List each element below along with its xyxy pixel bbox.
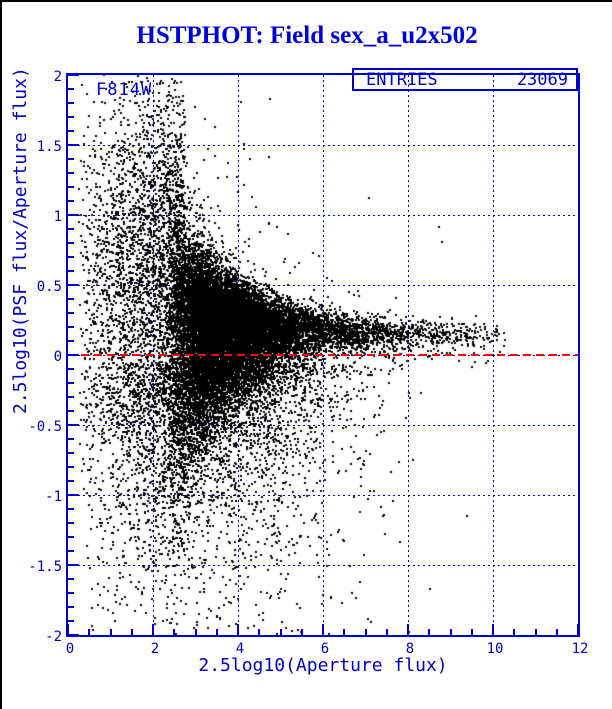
- y-minor-tick-0.9: [68, 228, 74, 230]
- y-minor-tick--1.8: [68, 606, 74, 608]
- y-minor-tick-1.9: [68, 88, 74, 90]
- y-minor-tick--1.9: [68, 620, 74, 622]
- y-tick-label--1: -1: [45, 489, 62, 505]
- y-tick-label-0: 0: [53, 349, 62, 365]
- y-tick-label--1.5: -1.5: [28, 559, 62, 575]
- x-minor-tick-5: [279, 629, 282, 635]
- x-minor-tick-3: [194, 629, 197, 635]
- y-minor-tick--0.3: [68, 396, 74, 398]
- x-tick-label-6: 6: [320, 641, 330, 657]
- y-tick-label--0.5: -0.5: [28, 419, 62, 435]
- y-minor-tick--1.1: [68, 508, 74, 510]
- x-minor-tick-5.5: [300, 629, 303, 635]
- zero-reference-line: [68, 354, 578, 356]
- y-minor-tick-1.1: [68, 200, 74, 202]
- y-minor-tick-0.3: [68, 312, 74, 314]
- x-minor-tick-9: [449, 629, 452, 635]
- entries-value: 23069: [516, 69, 568, 90]
- y-minor-tick--0.1: [68, 368, 74, 370]
- x-tick-label-8: 8: [405, 641, 415, 657]
- x-minor-tick-11: [534, 629, 537, 635]
- y-tick-label-1: 1: [53, 209, 62, 225]
- x-major-tick-2: [152, 624, 154, 635]
- y-minor-tick--0.8: [68, 466, 74, 468]
- y-minor-tick-0.4: [68, 298, 74, 300]
- entries-label: ENTRIES: [366, 69, 438, 90]
- x-major-tick-8: [407, 624, 409, 635]
- x-tick-label-4: 4: [235, 641, 245, 657]
- x-major-tick-0: [67, 624, 69, 635]
- y-minor-tick-0.7: [68, 256, 74, 258]
- y-minor-tick-0.1: [68, 340, 74, 342]
- x-axis-label: 2.5log10(Aperture flux): [198, 655, 448, 676]
- y-major-tick--2: [68, 634, 79, 636]
- y-minor-tick--0.2: [68, 382, 74, 384]
- y-tick-label-1.5: 1.5: [36, 139, 62, 155]
- y-minor-tick--0.4: [68, 410, 74, 412]
- y-minor-tick--0.6: [68, 438, 74, 440]
- y-minor-tick--1.2: [68, 522, 74, 524]
- y-major-tick--0.5: [68, 424, 79, 426]
- x-minor-tick-0.5: [88, 629, 91, 635]
- y-minor-tick-0.2: [68, 326, 74, 328]
- plot-area: F814W ENTRIES 23069: [66, 68, 580, 637]
- x-minor-tick-11.5: [555, 629, 558, 635]
- x-minor-tick-3.5: [215, 629, 218, 635]
- page-title: HSTPHOT: Field sex_a_u2x502: [136, 22, 478, 49]
- x-minor-tick-6.5: [343, 629, 346, 635]
- x-minor-tick-1.5: [130, 629, 133, 635]
- y-major-tick-2: [68, 74, 79, 76]
- x-tick-label-10: 10: [486, 641, 504, 657]
- y-major-tick-0: [68, 354, 79, 356]
- entries-stat-box: ENTRIES 23069: [352, 68, 578, 91]
- y-minor-tick--1.6: [68, 578, 74, 580]
- y-minor-tick--0.9: [68, 480, 74, 482]
- x-minor-tick-2.5: [173, 629, 176, 635]
- x-minor-tick-4.5: [258, 629, 261, 635]
- y-tick-label-2: 2: [53, 69, 62, 85]
- x-minor-tick-8.5: [428, 629, 431, 635]
- x-minor-tick-7: [364, 629, 367, 635]
- x-major-tick-12: [577, 624, 579, 635]
- y-minor-tick-0.6: [68, 270, 74, 272]
- x-major-tick-4: [237, 624, 239, 635]
- y-major-tick-1.5: [68, 144, 79, 146]
- y-minor-tick-1.7: [68, 116, 74, 118]
- x-minor-tick-7.5: [385, 629, 388, 635]
- x-tick-label-12: 12: [571, 641, 589, 657]
- x-major-tick-6: [322, 624, 324, 635]
- filter-annotation: F814W: [96, 80, 153, 100]
- y-minor-tick-0.8: [68, 242, 74, 244]
- x-tick-label-0: 0: [65, 641, 75, 657]
- y-tick-label-0.5: 0.5: [36, 279, 62, 295]
- y-major-tick--1: [68, 494, 79, 496]
- x-tick-label-2: 2: [150, 641, 160, 657]
- y-minor-tick--1.3: [68, 536, 74, 538]
- x-major-tick-10: [492, 624, 494, 635]
- y-tick-label--2: -2: [45, 629, 62, 645]
- y-minor-tick--1.7: [68, 592, 74, 594]
- x-minor-tick-10.5: [513, 629, 516, 635]
- y-minor-tick--0.7: [68, 452, 74, 454]
- y-major-tick-1: [68, 214, 79, 216]
- y-minor-tick-1.8: [68, 102, 74, 104]
- y-major-tick-0.5: [68, 284, 79, 286]
- y-major-tick--1.5: [68, 564, 79, 566]
- y-minor-tick-1.3: [68, 172, 74, 174]
- y-minor-tick-1.2: [68, 186, 74, 188]
- x-minor-tick-9.5: [470, 629, 473, 635]
- y-minor-tick-1.4: [68, 158, 74, 160]
- y-minor-tick--1.4: [68, 550, 74, 552]
- tick-marks-layer: [67, 74, 579, 636]
- y-minor-tick-1.6: [68, 130, 74, 132]
- x-minor-tick-1: [109, 629, 112, 635]
